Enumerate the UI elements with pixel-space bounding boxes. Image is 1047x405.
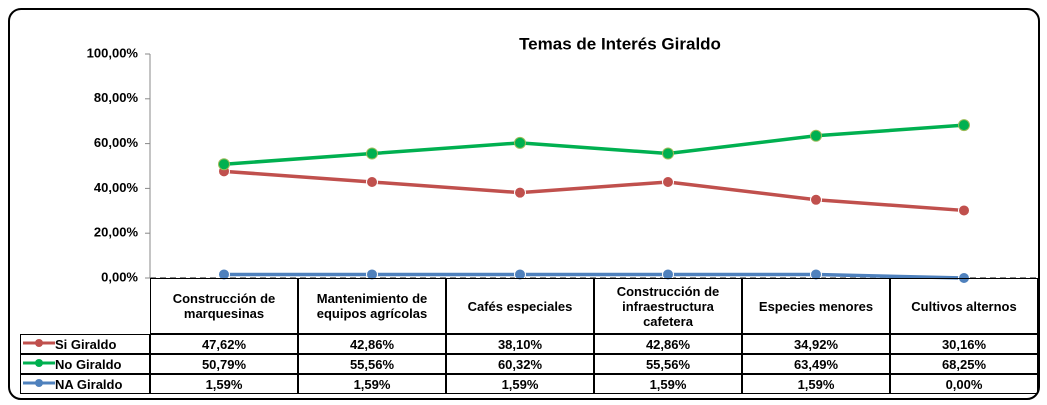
data-point — [218, 158, 230, 171]
data-label: 55,56% — [594, 354, 742, 374]
series-line — [223, 169, 965, 213]
data-point — [810, 193, 822, 206]
data-label: 1,59% — [594, 374, 742, 394]
x-tick-label: Construcción de marquesinas — [150, 278, 298, 334]
chart-title: Temas de Interés Giraldo — [519, 34, 721, 53]
data-label: 42,86% — [298, 334, 446, 354]
legend-label: Si Giraldo — [55, 336, 117, 352]
data-label: 55,56% — [298, 354, 446, 374]
y-tick-label: 20,00% — [94, 225, 139, 240]
legend-label: NA Giraldo — [55, 376, 123, 392]
x-tick-label: Cafés especiales — [446, 278, 594, 334]
x-tick-label: Especies menores — [742, 278, 890, 334]
data-label: 1,59% — [446, 374, 594, 394]
data-label: 0,00% — [890, 374, 1038, 394]
y-tick-label: 60,00% — [94, 135, 139, 150]
data-label: 34,92% — [742, 334, 890, 354]
x-tick-label: Mantenimiento de equipos agrícolas — [298, 278, 446, 334]
y-tick-label: 40,00% — [94, 180, 139, 195]
data-label: 1,59% — [150, 374, 298, 394]
legend-entry: NA Giraldo — [20, 374, 150, 394]
legend-swatch — [23, 337, 55, 352]
data-point — [514, 136, 526, 149]
data-label: 42,86% — [594, 334, 742, 354]
data-point — [366, 268, 378, 281]
y-tick-label: 100,00% — [87, 45, 139, 60]
data-point — [662, 268, 674, 281]
data-point — [514, 186, 526, 199]
data-point — [810, 129, 822, 142]
data-label: 1,59% — [742, 374, 890, 394]
chart-frame — [8, 8, 1040, 400]
data-label: 38,10% — [446, 334, 594, 354]
data-point — [514, 268, 526, 281]
data-point — [958, 119, 970, 132]
x-tick-label: Cultivos alternos — [890, 278, 1038, 334]
data-label: 50,79% — [150, 354, 298, 374]
series-line — [224, 272, 965, 280]
data-label: 68,25% — [890, 354, 1038, 374]
data-point — [958, 204, 970, 217]
legend-entry: Si Giraldo — [20, 334, 150, 354]
data-label: 30,16% — [890, 334, 1038, 354]
y-tick-label: 80,00% — [94, 90, 139, 105]
legend-label: No Giraldo — [55, 356, 122, 372]
legend-swatch — [23, 377, 55, 392]
data-point — [218, 268, 230, 281]
y-tick-label: 0,00% — [101, 269, 138, 284]
data-label: 47,62% — [150, 334, 298, 354]
data-point — [810, 268, 822, 281]
series-line — [223, 123, 965, 166]
data-label: 63,49% — [742, 354, 890, 374]
data-label: 1,59% — [298, 374, 446, 394]
data-point — [366, 147, 378, 160]
data-label: 60,32% — [446, 354, 594, 374]
data-point — [662, 175, 674, 188]
data-point — [366, 175, 378, 188]
x-tick-label: Construcción de infraestructura cafetera — [594, 278, 742, 334]
data-point — [662, 147, 674, 160]
legend-entry: No Giraldo — [20, 354, 150, 374]
legend-swatch — [23, 357, 55, 372]
